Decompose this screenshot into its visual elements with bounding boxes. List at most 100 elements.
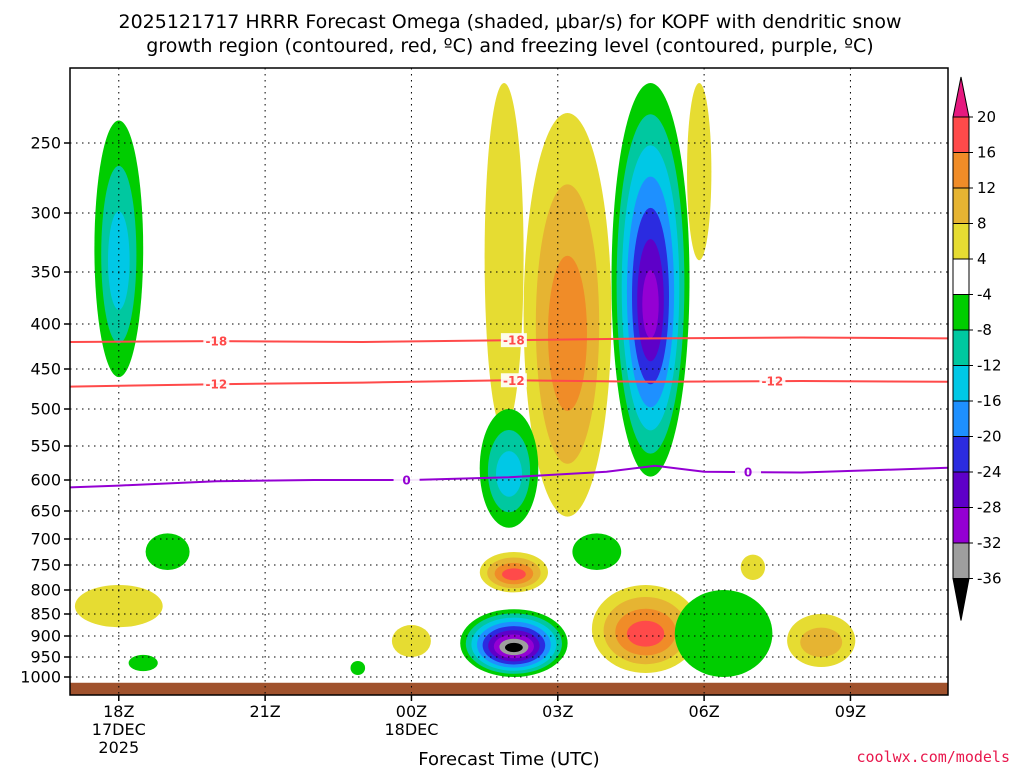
x-tick-label-0-1: 17DEC bbox=[92, 720, 146, 739]
y-tick-label-7: 600 bbox=[30, 471, 61, 490]
omega-feature-8 bbox=[128, 654, 158, 672]
colorbar-bin-4 bbox=[952, 258, 970, 295]
y-tick-label-12: 850 bbox=[30, 605, 61, 624]
terrain-strip bbox=[70, 682, 948, 695]
omega-feature-3 bbox=[479, 409, 539, 528]
omega-feature-5 bbox=[687, 83, 712, 261]
colorbar-label-3: 8 bbox=[977, 215, 987, 233]
omega-band-11-3 bbox=[502, 568, 526, 581]
colorbar-label-13: -36 bbox=[977, 570, 1002, 588]
contour-label-2-0: 0 bbox=[402, 474, 410, 488]
colorbar-label-11: -28 bbox=[977, 499, 1002, 517]
colorbar-label-12: -32 bbox=[977, 534, 1002, 552]
x-axis-title: Forecast Time (UTC) bbox=[418, 749, 599, 768]
title-line-2: growth region (contoured, red, ºC) and f… bbox=[146, 35, 873, 57]
omega-feature-10 bbox=[391, 625, 431, 657]
x-tick-label-0-0: 18Z bbox=[103, 702, 134, 721]
omega-band-7-0 bbox=[74, 585, 163, 628]
contour-label-0-0: -18 bbox=[205, 335, 227, 349]
y-tick-label-8: 650 bbox=[30, 502, 61, 521]
colorbar-bin-9 bbox=[952, 436, 970, 473]
y-tick-label-14: 950 bbox=[30, 648, 61, 667]
title-line-1: 2025121717 HRRR Forecast Omega (shaded, … bbox=[118, 11, 901, 33]
omega-feature-15 bbox=[674, 590, 773, 677]
colorbar-bin-6 bbox=[952, 329, 970, 366]
colorbar-bottom-arrow bbox=[952, 578, 970, 621]
contour-1: -12 -12 -12 bbox=[69, 373, 949, 392]
colorbar-label-10: -24 bbox=[977, 463, 1002, 481]
colorbar-label-5: -4 bbox=[977, 286, 992, 304]
colorbar-label-7: -12 bbox=[977, 357, 1002, 375]
terrain-layer bbox=[70, 682, 948, 695]
axis-layer: 250 300 350 400 450 500 550 600 650 700 750 800 850 9… bbox=[20, 134, 866, 758]
omega-band-10-0 bbox=[391, 625, 431, 657]
contour-label-1-0: -12 bbox=[205, 378, 227, 392]
omega-band-3-2 bbox=[496, 451, 522, 497]
contour-label-bg-0-0 bbox=[203, 334, 230, 349]
y-tick-label-4: 450 bbox=[30, 360, 61, 379]
contour-label-bg-1-1 bbox=[500, 373, 527, 388]
colorbar-bin-8 bbox=[952, 400, 970, 437]
colorbar-bin-5 bbox=[952, 294, 970, 331]
contour-label-1-1: -12 bbox=[503, 374, 525, 388]
colorbar-bin-0 bbox=[952, 116, 970, 153]
omega-band-2-2 bbox=[548, 255, 587, 411]
colorbar-label-6: -8 bbox=[977, 321, 992, 339]
grid-layer bbox=[70, 68, 948, 695]
x-tick-label-1-0: 21Z bbox=[249, 702, 280, 721]
omega-band-5-0 bbox=[687, 83, 712, 261]
omega-band-15-0 bbox=[674, 590, 773, 677]
y-tick-label-3: 400 bbox=[30, 315, 61, 334]
colorbar-bin-11 bbox=[952, 507, 970, 544]
colorbar-label-0: 20 bbox=[977, 108, 996, 126]
x-tick-label-5-0: 09Z bbox=[835, 702, 866, 721]
omega-feature-6 bbox=[145, 533, 190, 570]
contour-label-bg-1-2 bbox=[759, 374, 786, 389]
y-tick-label-0: 250 bbox=[30, 134, 61, 153]
omega-feature-13 bbox=[572, 533, 622, 570]
contour-label-1-2: -12 bbox=[762, 375, 784, 389]
contour-label-bg-1-0 bbox=[203, 377, 230, 392]
omega-band-6-0 bbox=[145, 533, 190, 570]
omega-fields bbox=[74, 82, 856, 677]
omega-feature-4 bbox=[611, 82, 690, 477]
y-tick-label-1: 300 bbox=[30, 204, 61, 223]
colorbar-bin-7 bbox=[952, 365, 970, 402]
colorbar-label-2: 12 bbox=[977, 179, 996, 197]
colorbar-bin-2 bbox=[952, 187, 970, 224]
omega-band-14-3 bbox=[626, 620, 665, 647]
omega-feature-11 bbox=[479, 552, 548, 593]
y-tick-label-2: 350 bbox=[30, 263, 61, 282]
contour-0: -18 -18 bbox=[69, 333, 949, 349]
contour-label-bg-2-1 bbox=[735, 465, 762, 480]
colorbar-label-9: -20 bbox=[977, 428, 1002, 446]
colorbar-label-4: 4 bbox=[977, 250, 987, 268]
y-tick-label-10: 750 bbox=[30, 556, 61, 575]
colorbar-label-1: 16 bbox=[977, 144, 996, 162]
omega-feature-9 bbox=[350, 661, 366, 675]
omega-feature-7 bbox=[74, 585, 163, 628]
x-tick-label-2-0: 00Z bbox=[396, 702, 427, 721]
plot-area bbox=[70, 82, 948, 695]
omega-feature-14 bbox=[591, 585, 700, 673]
omega-feature-17 bbox=[787, 614, 856, 667]
omega-band-4-6 bbox=[642, 270, 659, 339]
x-tick-label-2-1: 18DEC bbox=[384, 720, 438, 739]
omega-feature-2 bbox=[523, 112, 612, 517]
x-tick-label-0-2: 2025 bbox=[98, 738, 139, 757]
omega-feature-16 bbox=[740, 554, 766, 580]
contour-label-2-1: 0 bbox=[744, 466, 752, 480]
colorbar-bin-1 bbox=[952, 152, 970, 189]
plot-frame bbox=[69, 67, 949, 696]
omega-band-16-0 bbox=[740, 554, 766, 580]
y-tick-label-13: 900 bbox=[30, 627, 61, 646]
omega-band-17-1 bbox=[800, 627, 843, 657]
omega-band-9-0 bbox=[350, 661, 366, 675]
colorbar-bin-10 bbox=[952, 471, 970, 508]
credit-text: coolwx.com/models bbox=[856, 748, 1010, 766]
colorbar-bin-12 bbox=[952, 542, 970, 579]
omega-feature-12 bbox=[460, 609, 568, 677]
contour-label-bg-0-1 bbox=[500, 333, 527, 348]
contour-2: 00 bbox=[69, 464, 949, 489]
